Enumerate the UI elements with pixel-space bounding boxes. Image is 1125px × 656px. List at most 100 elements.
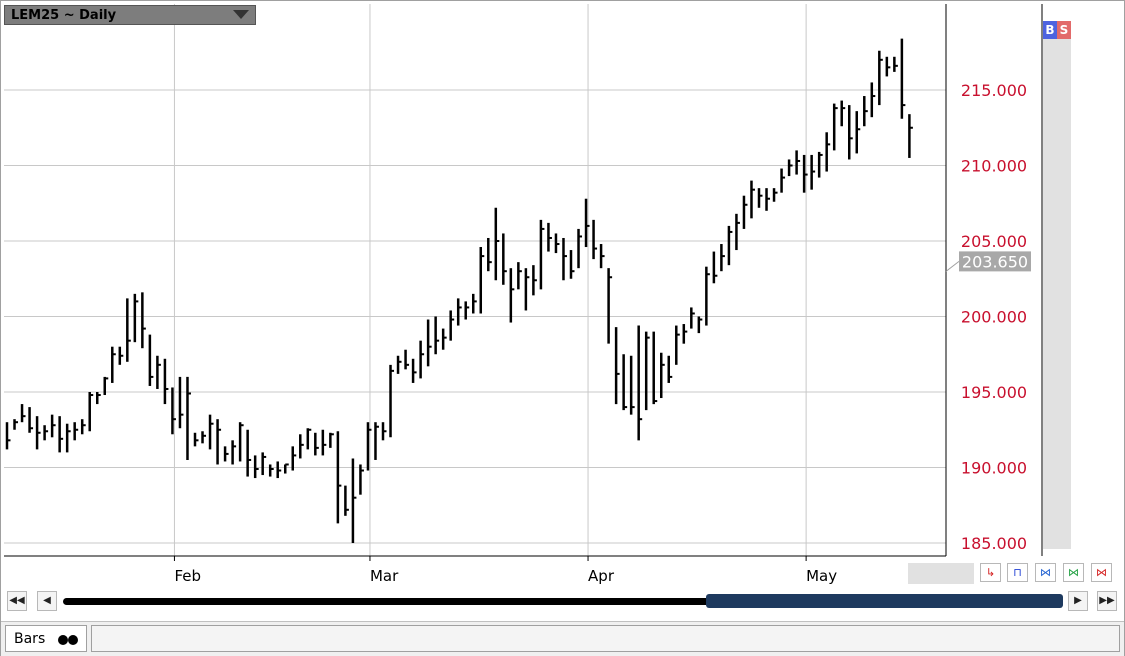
- ohlc-bar: [253, 455, 259, 479]
- ohlc-bar: [186, 376, 191, 460]
- chart-style-tab[interactable]: Bars: [5, 625, 87, 652]
- ohlc-bar: [479, 247, 485, 314]
- ohlc-bar: [366, 422, 372, 471]
- ohlc-bar: [810, 154, 816, 190]
- ohlc-bar: [238, 422, 244, 462]
- ohlc-bar: [13, 419, 19, 430]
- ohlc-bar: [171, 387, 176, 435]
- ohlc-bar: [133, 293, 139, 343]
- red-cross-icon[interactable]: ⋈: [1091, 563, 1112, 582]
- ohlc-bar: [216, 419, 222, 465]
- status-bar: Bars: [1, 621, 1124, 656]
- y-tick-label: 215.000: [961, 81, 1027, 100]
- ohlc-bar: [80, 419, 86, 435]
- ohlc-bar: [863, 96, 868, 127]
- ohlc-bar: [426, 319, 432, 367]
- ohlc-bar: [178, 376, 184, 429]
- scroll-track[interactable]: [63, 598, 1063, 605]
- ohlc-bar: [389, 364, 395, 438]
- ohlc-bar: [524, 268, 530, 311]
- ohlc-bar: [652, 331, 658, 405]
- ohlc-bar: [735, 213, 740, 251]
- ohlc-bar: [306, 428, 312, 450]
- ohlc-bar: [802, 154, 808, 193]
- ohlc-bar: [667, 355, 673, 383]
- ohlc-bar: [351, 458, 357, 543]
- current-price-tag: [959, 251, 1031, 272]
- ohlc-bar: [381, 422, 387, 441]
- chart-style-label: Bars: [14, 631, 46, 647]
- ohlc-bar: [870, 82, 876, 118]
- ohlc-bar: [855, 111, 861, 154]
- y-tick-label: 200.000: [961, 308, 1027, 327]
- chart-scrollbar[interactable]: ◀◀ ◀ ▶ ▶▶: [1, 590, 1124, 612]
- ohlc-bar: [396, 355, 402, 374]
- ohlc-bar: [456, 298, 462, 326]
- ohlc-bar: [449, 310, 455, 341]
- green-cross-icon[interactable]: ⋈: [1063, 563, 1084, 582]
- ohlc-bar: [329, 432, 334, 448]
- ohlc-bar: [908, 114, 913, 158]
- ohlc-bar: [5, 422, 11, 450]
- price-chart[interactable]: 185.000 190.000 195.000 200.000 205.000 210.0…: [1, 1, 1125, 621]
- scroll-thumb[interactable]: [706, 594, 1063, 608]
- ohlc-bar: [697, 316, 703, 334]
- ohlc-bar: [156, 355, 161, 389]
- buy-button[interactable]: B: [1043, 21, 1057, 39]
- first-page-icon[interactable]: ◀◀: [7, 591, 27, 611]
- style-dot-icon: [68, 635, 78, 645]
- status-field: [91, 625, 1120, 652]
- ohlc-bar: [637, 325, 643, 441]
- ohlc-bar: [577, 228, 583, 269]
- price-tag-pointer: [945, 260, 960, 272]
- y-tick-label: 190.000: [961, 459, 1027, 478]
- x-tick-label: May: [806, 567, 837, 585]
- y-tick-label: 185.000: [961, 534, 1027, 553]
- red-step-icon[interactable]: ↳: [980, 563, 1001, 582]
- ohlc-bar: [261, 452, 267, 476]
- prev-page-icon[interactable]: ◀: [37, 591, 57, 611]
- ohlc-bar: [690, 307, 695, 329]
- ohlc-bar: [359, 464, 364, 495]
- ohlc-bar: [675, 325, 680, 365]
- ohlc-bar: [208, 414, 214, 450]
- ohlc-bar: [246, 429, 252, 477]
- ohlc-bar: [419, 340, 425, 379]
- sell-button[interactable]: S: [1057, 21, 1071, 39]
- ohlc-bar: [592, 219, 598, 260]
- ohlc-bar: [103, 376, 109, 396]
- blue-cross-icon[interactable]: ⋈: [1035, 563, 1056, 582]
- ohlc-bar: [111, 346, 116, 383]
- ohlc-bar: [517, 262, 522, 290]
- ohlc-bar: [223, 446, 229, 462]
- ohlc-bar: [614, 327, 620, 405]
- ohlc-bar: [50, 414, 56, 438]
- ohlc-bar: [58, 416, 64, 453]
- ohlc-bar: [201, 431, 207, 444]
- ohlc-bar: [742, 195, 748, 229]
- ohlc-bar: [344, 485, 349, 516]
- ohlc-bar: [321, 429, 327, 456]
- chart-grid: [4, 4, 946, 556]
- ohlc-bar: [795, 150, 801, 175]
- next-page-icon[interactable]: ▶: [1068, 591, 1088, 611]
- last-page-icon[interactable]: ▶▶: [1097, 591, 1117, 611]
- ohlc-bar: [126, 298, 131, 362]
- current-price-label: 203.650: [962, 252, 1028, 271]
- ohlc-bar: [314, 432, 319, 456]
- ohlc-bar: [20, 404, 26, 423]
- ohlc-bar: [787, 159, 793, 177]
- symbol-selector[interactable]: LEM25 ~ Daily: [4, 5, 256, 25]
- x-tick-label: Mar: [370, 567, 399, 585]
- ohlc-bar: [554, 233, 560, 254]
- chart-title: LEM25 ~ Daily: [11, 8, 117, 23]
- blue-step-icon[interactable]: ⊓: [1007, 563, 1028, 582]
- ohlc-bar: [268, 464, 274, 477]
- ohlc-bar: [629, 355, 635, 415]
- ohlc-bar: [276, 461, 282, 479]
- y-tick-label: 205.000: [961, 232, 1027, 251]
- ohlc-bar: [840, 100, 846, 127]
- ohlc-bar: [336, 431, 342, 524]
- order-panel-strip: [1043, 21, 1071, 549]
